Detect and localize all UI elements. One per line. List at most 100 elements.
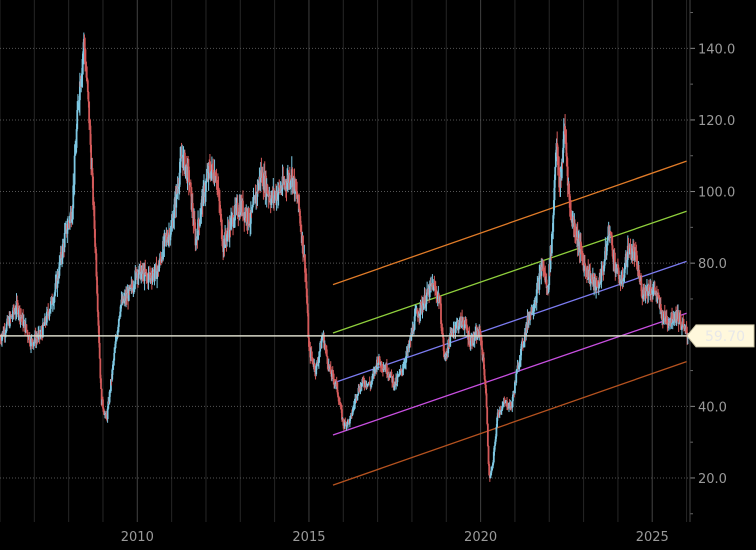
candle-body bbox=[494, 441, 497, 446]
y-tick-label: 140.0 bbox=[698, 42, 735, 57]
candle-body bbox=[0, 338, 2, 341]
candle-body bbox=[671, 312, 673, 323]
candle-body bbox=[123, 298, 126, 302]
candle-body bbox=[22, 314, 25, 327]
candle-body bbox=[593, 279, 596, 287]
candle-body bbox=[134, 270, 137, 285]
candle-body bbox=[673, 319, 676, 321]
candle-body bbox=[469, 340, 472, 346]
candle-body bbox=[529, 312, 532, 321]
candle-body bbox=[533, 306, 535, 312]
candle-body bbox=[552, 200, 555, 216]
candle-body bbox=[246, 211, 248, 223]
candle-body bbox=[215, 179, 218, 183]
candle-body bbox=[216, 182, 219, 189]
candle-body bbox=[4, 333, 7, 336]
candle-body bbox=[20, 315, 23, 318]
candle-body bbox=[311, 356, 314, 360]
candle-body bbox=[133, 288, 135, 290]
candle-body bbox=[80, 73, 83, 80]
candle-body bbox=[298, 195, 300, 209]
candle-body bbox=[493, 445, 496, 452]
candle-body bbox=[487, 445, 490, 465]
candle-body bbox=[270, 198, 273, 206]
candle-body bbox=[430, 283, 432, 286]
candle-body bbox=[116, 331, 119, 338]
candle-body bbox=[435, 289, 438, 296]
candle-body bbox=[568, 183, 570, 195]
candle-body bbox=[502, 404, 504, 406]
candle-body bbox=[159, 258, 162, 260]
trend-channel bbox=[332, 160, 687, 486]
candle-body bbox=[45, 311, 48, 323]
candle-body bbox=[510, 401, 512, 406]
candle-body bbox=[74, 153, 77, 156]
candle-body bbox=[70, 211, 73, 222]
candle-body bbox=[111, 369, 114, 380]
candle-body bbox=[150, 274, 153, 279]
candle-body bbox=[232, 224, 235, 227]
candle-body bbox=[72, 185, 75, 209]
candle-body bbox=[321, 335, 324, 338]
candle-body bbox=[634, 250, 636, 260]
candle-body bbox=[115, 339, 118, 342]
candle-body bbox=[533, 305, 536, 307]
candle-body bbox=[71, 208, 74, 220]
candle-body bbox=[302, 235, 304, 255]
candle-body bbox=[320, 340, 323, 349]
candle-body bbox=[315, 362, 318, 366]
candle-body bbox=[138, 265, 141, 274]
candle-body bbox=[521, 340, 524, 347]
candle-body bbox=[336, 382, 339, 393]
candle-body bbox=[422, 303, 425, 310]
candle-body bbox=[613, 255, 616, 262]
candle-body bbox=[572, 216, 575, 227]
candle-body bbox=[86, 80, 89, 92]
candle-body bbox=[183, 152, 186, 175]
candle-body bbox=[12, 307, 15, 313]
candle-body bbox=[94, 228, 96, 247]
candle-body bbox=[481, 340, 483, 350]
candle-body bbox=[33, 340, 36, 343]
candle-body bbox=[335, 381, 337, 384]
candle-body bbox=[616, 264, 619, 273]
candle-body bbox=[474, 332, 477, 338]
candle-body bbox=[5, 331, 7, 334]
candle-body bbox=[78, 100, 81, 105]
candle-body bbox=[570, 210, 572, 218]
candle-body bbox=[313, 363, 316, 372]
candle-body bbox=[251, 204, 254, 208]
candle-body bbox=[59, 261, 61, 263]
candle-body bbox=[617, 267, 620, 277]
candle-body bbox=[1, 335, 3, 341]
candle-body bbox=[486, 423, 489, 446]
candle-body bbox=[405, 350, 408, 357]
candle-body bbox=[18, 308, 21, 320]
x-tick-label: 2015 bbox=[292, 530, 325, 545]
candle-body bbox=[110, 379, 112, 391]
candle-body bbox=[92, 176, 94, 206]
candle-body bbox=[220, 219, 223, 240]
candle-body bbox=[589, 277, 592, 284]
candle-body bbox=[218, 201, 221, 212]
candle-body bbox=[253, 197, 256, 199]
candle-body bbox=[517, 365, 520, 369]
candle-body bbox=[73, 184, 75, 186]
candle-body bbox=[348, 418, 351, 424]
candle-body bbox=[340, 405, 343, 410]
candle-body bbox=[28, 335, 31, 344]
candle-body bbox=[85, 68, 88, 78]
candle-body bbox=[502, 401, 505, 405]
candle-body bbox=[86, 77, 89, 81]
candle-body bbox=[78, 81, 81, 101]
candle-body bbox=[564, 126, 566, 135]
candle-body bbox=[636, 269, 639, 271]
candle-body bbox=[607, 236, 609, 241]
candle-body bbox=[298, 208, 301, 216]
candle-body bbox=[568, 194, 571, 208]
candle-body bbox=[577, 238, 580, 246]
candle-body bbox=[205, 178, 208, 182]
channel-line bbox=[332, 312, 687, 436]
candle-body bbox=[543, 270, 545, 272]
candle-body bbox=[345, 423, 348, 427]
